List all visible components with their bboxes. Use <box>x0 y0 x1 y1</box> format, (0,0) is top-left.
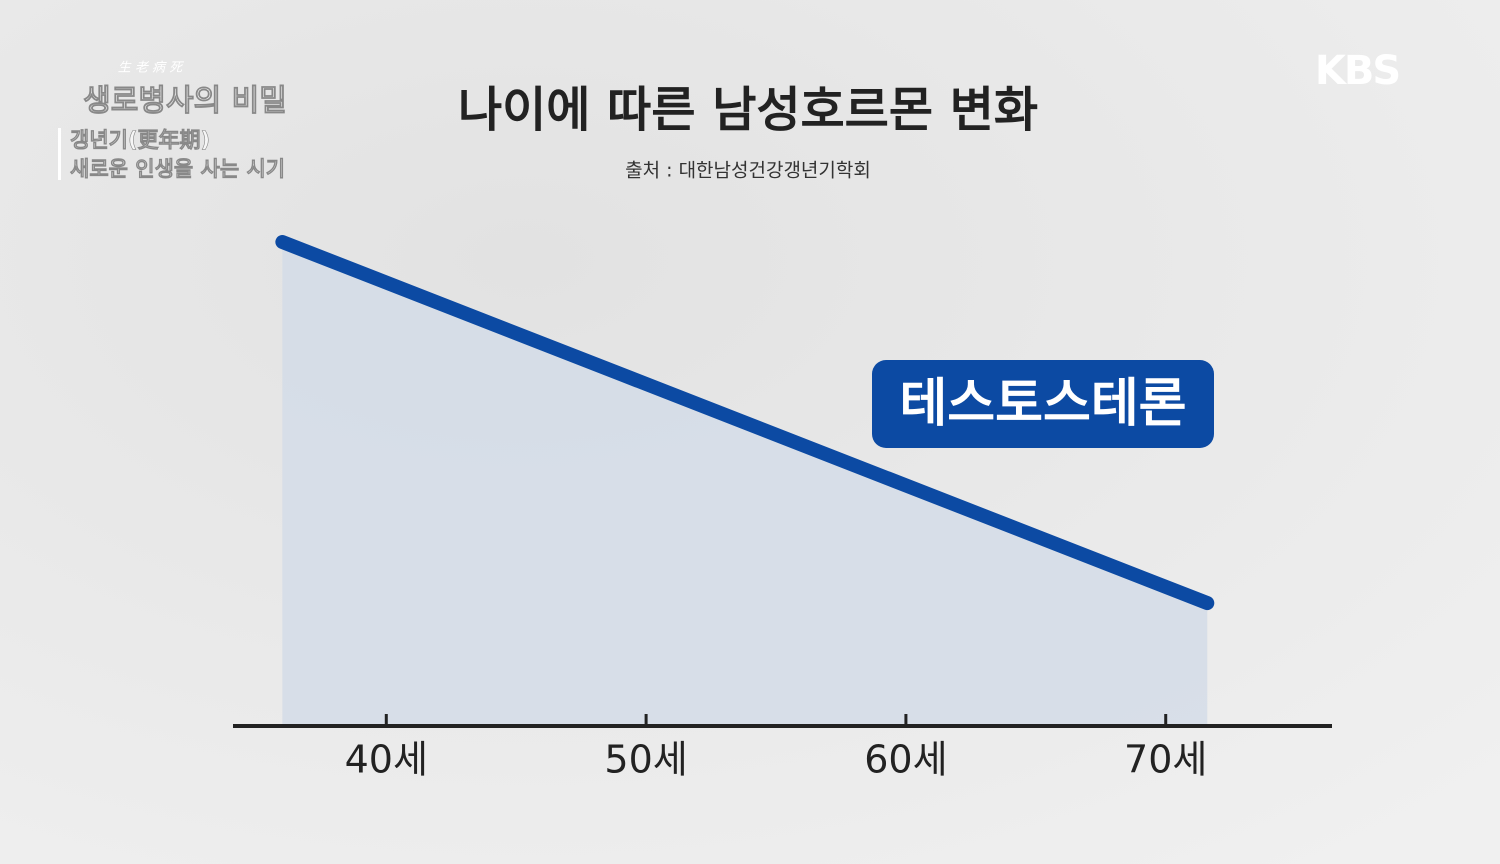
episode-line: 갱년기(更年期) <box>70 128 210 152</box>
divider <box>58 128 61 180</box>
x-tick-label: 50세 <box>604 738 687 782</box>
chart-title: 나이에 따른 남성호르몬 변화 <box>458 82 1038 138</box>
series-label: 테스토스테론 <box>899 374 1186 434</box>
x-tick-label: 40세 <box>345 738 428 782</box>
episode-line: 새로운 인생을 사는 시기 <box>70 157 285 181</box>
chart-subtitle: 출처 : 대한남성건강갱년기학회 <box>625 160 871 182</box>
program-hanja: 生 老 病 死 <box>118 61 184 76</box>
area-fill <box>282 242 1208 726</box>
channel-logo: KBS <box>1315 48 1399 94</box>
x-tick-label: 70세 <box>1124 738 1207 782</box>
line <box>275 235 1215 611</box>
x-tick-label: 60세 <box>864 738 947 782</box>
series-label-box <box>872 360 1214 448</box>
program-title: 생로병사의 비밀 <box>83 84 287 119</box>
